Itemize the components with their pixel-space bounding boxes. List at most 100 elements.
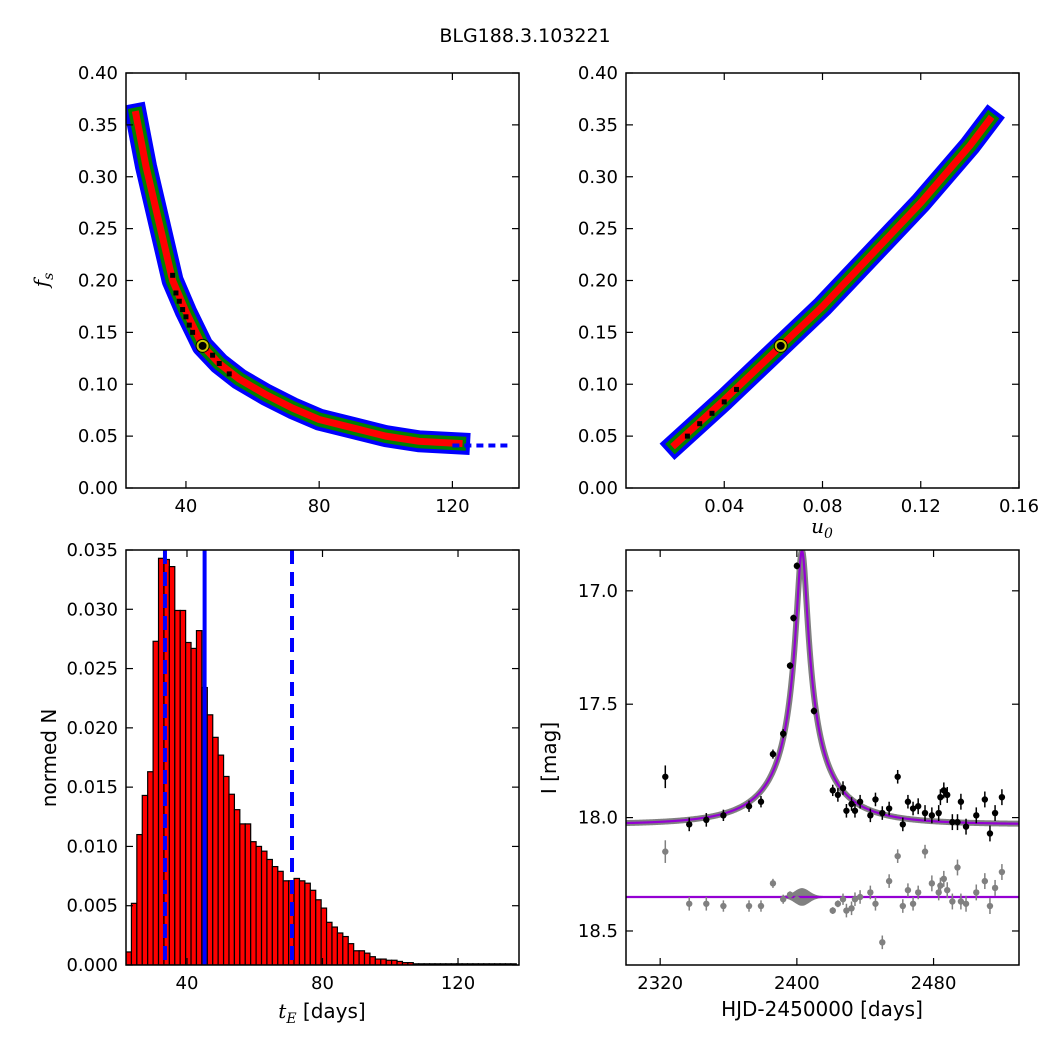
fs-tE-xtick-label: 40: [174, 496, 197, 517]
fs-tE-sample-point: [183, 314, 189, 320]
lc-residual-point: [867, 889, 874, 896]
lc-residual-point: [928, 880, 936, 887]
lc-residual-point: [921, 848, 929, 855]
hist-bar: [266, 858, 273, 965]
lc-residual-point: [834, 900, 842, 907]
lc-residual-point: [793, 896, 801, 903]
lc-data-point: [769, 750, 777, 758]
hist-xtick-label: 80: [311, 973, 334, 994]
fs-u0-inner-contour: [670, 114, 995, 450]
lc-residual-point: [885, 877, 893, 885]
lc-data-point: [981, 796, 989, 803]
fs-tE-middle-contour: [127, 106, 467, 451]
lc-data-point: [949, 818, 956, 826]
hist-bar: [147, 771, 154, 965]
lc-data-point: [856, 798, 864, 805]
lc-residual-point: [949, 898, 956, 905]
hist-bar: [315, 899, 322, 965]
lc-data-point: [843, 807, 850, 814]
hist-plot-area: [126, 550, 517, 965]
hist-bar: [174, 609, 181, 965]
fs-u0-ytick-label: 0.35: [578, 115, 618, 136]
lc-residual-point: [786, 891, 794, 898]
plot-tE-histogram: 40 80 120 0.000 0.005 0.010 0.015 0.020 0.025 0.0…: [37, 540, 520, 1027]
lc-data-point: [790, 614, 797, 622]
hist-bar: [255, 845, 263, 965]
hist-bar: [250, 841, 257, 965]
fs-u0-ytick-label: 0.25: [578, 219, 618, 240]
hist-ytick-label: 0.020: [66, 718, 118, 739]
lc-data-point: [928, 812, 936, 819]
lc-xtick-label: 2320: [637, 973, 683, 994]
fs-u0-ytick-label: 0.05: [578, 426, 618, 447]
hist-ytick-label: 0.030: [66, 599, 118, 620]
lc-data-point: [904, 798, 912, 805]
hist-bar: [353, 950, 360, 965]
lc-data-point: [757, 798, 765, 805]
lc-data-point: [894, 773, 901, 780]
hist-bar: [217, 754, 225, 965]
lc-data-point: [829, 787, 836, 794]
hist-bar: [152, 640, 160, 965]
fs-tE-sample-point: [186, 322, 192, 328]
fs-tE-ytick-label: 0.40: [78, 63, 118, 84]
lc-ytick-label: 17.5: [578, 694, 618, 715]
lc-residual-point: [957, 898, 965, 905]
fs-u0-xlabel-sub: 0: [824, 526, 833, 542]
lc-residual-point: [937, 882, 944, 889]
lc-residual-point: [940, 875, 948, 883]
fs-tE-plot-area: [126, 101, 513, 455]
lc-data-point: [703, 816, 710, 824]
fs-tE-sample-point: [173, 290, 179, 296]
hist-bar: [282, 880, 290, 965]
fs-tE-ytick-label: 0.15: [78, 322, 118, 343]
fs-u0-xtick-label: 0.08: [802, 496, 842, 517]
lc-data-point: [973, 812, 980, 819]
lc-residual-point: [998, 868, 1006, 876]
lc-residual-point: [757, 902, 765, 910]
fs-tE-ylabel: fs: [29, 273, 57, 290]
fs-u0-ytick-label: 0.15: [578, 322, 618, 343]
fs-u0-sample-point: [697, 421, 703, 427]
hist-bar: [277, 870, 284, 965]
lc-data-point: [793, 562, 801, 570]
hist-ytick-label: 0.005: [66, 896, 118, 917]
lc-data-point: [834, 791, 842, 799]
fs-u0-ytick-label: 0.00: [578, 478, 618, 499]
lc-data-point: [839, 784, 847, 792]
fs-tE-ytick-label: 0.00: [78, 478, 118, 499]
hist-bar: [190, 647, 198, 965]
hist-bar: [363, 952, 371, 965]
lc-residual-point: [686, 900, 693, 907]
fs-tE-best-fit-ring: [196, 339, 209, 352]
fs-u0-ytick-label: 0.10: [578, 374, 618, 395]
hist-bar: [195, 630, 203, 965]
hist-bar: [228, 793, 236, 965]
lc-residual-point: [769, 880, 777, 887]
fs-tE-xtick-label: 80: [308, 496, 331, 517]
lc-residual-point: [843, 907, 850, 914]
fs-u0-ytick-label: 0.20: [578, 271, 618, 292]
hist-bar: [336, 932, 344, 965]
lc-ytick-label: 18.5: [578, 921, 618, 942]
lc-residual-point: [909, 900, 917, 907]
hist-bar: [369, 956, 376, 965]
fs-tE-ytick-label: 0.30: [78, 167, 118, 188]
fs-tE-sample-point: [216, 361, 222, 366]
hist-bar: [331, 926, 339, 965]
lc-residual-point: [944, 886, 951, 894]
hist-xlabel-main: t: [278, 999, 287, 1023]
lc-residual-point: [856, 893, 864, 901]
lc-data-point: [899, 821, 907, 828]
hist-xlabel-sub: E: [285, 1011, 296, 1027]
lc-data-point: [879, 809, 886, 817]
lc-ytick-label: 18.0: [578, 808, 618, 829]
fs-tE-ytick-label: 0.25: [78, 219, 118, 240]
lc-residual-point: [662, 848, 669, 855]
lc-data-point: [986, 830, 994, 837]
lc-data-point: [872, 796, 879, 803]
fs-u0-sample-point: [709, 410, 715, 416]
lc-data-point: [962, 823, 970, 830]
hist-ytick-label: 0.010: [66, 836, 118, 857]
hist-bar: [130, 902, 138, 965]
